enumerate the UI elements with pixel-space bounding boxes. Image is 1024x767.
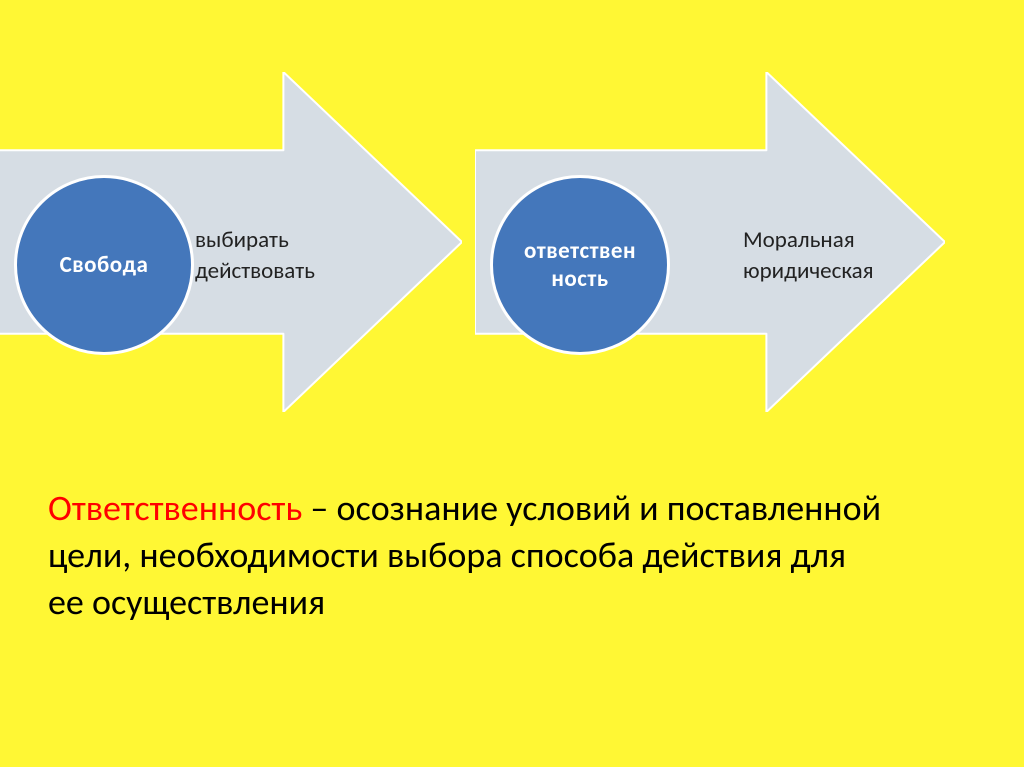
concept-circle-freedom: Свобода: [14, 175, 194, 355]
circle-label-line: Свобода: [60, 251, 149, 279]
circle-label-line: ответствен: [524, 237, 636, 265]
arrow-details-freedom: выбиратьдействовать: [195, 225, 315, 287]
arrow-detail-line: выбирать: [195, 225, 315, 256]
arrow-detail-line: действовать: [195, 256, 315, 287]
circle-label-line: ность: [551, 265, 608, 293]
arrow-detail-line: Моральная: [743, 225, 874, 256]
slide: Свобода ответственность выбиратьдействов…: [0, 0, 1024, 767]
definition-text: Ответственность – осознание условий и по…: [48, 485, 888, 625]
arrow-details-responsibility: Моральнаяюридическая: [743, 225, 874, 287]
definition-term: Ответственность: [48, 486, 302, 530]
concept-circle-responsibility: ответственность: [490, 175, 670, 355]
arrow-detail-line: юридическая: [743, 256, 874, 287]
